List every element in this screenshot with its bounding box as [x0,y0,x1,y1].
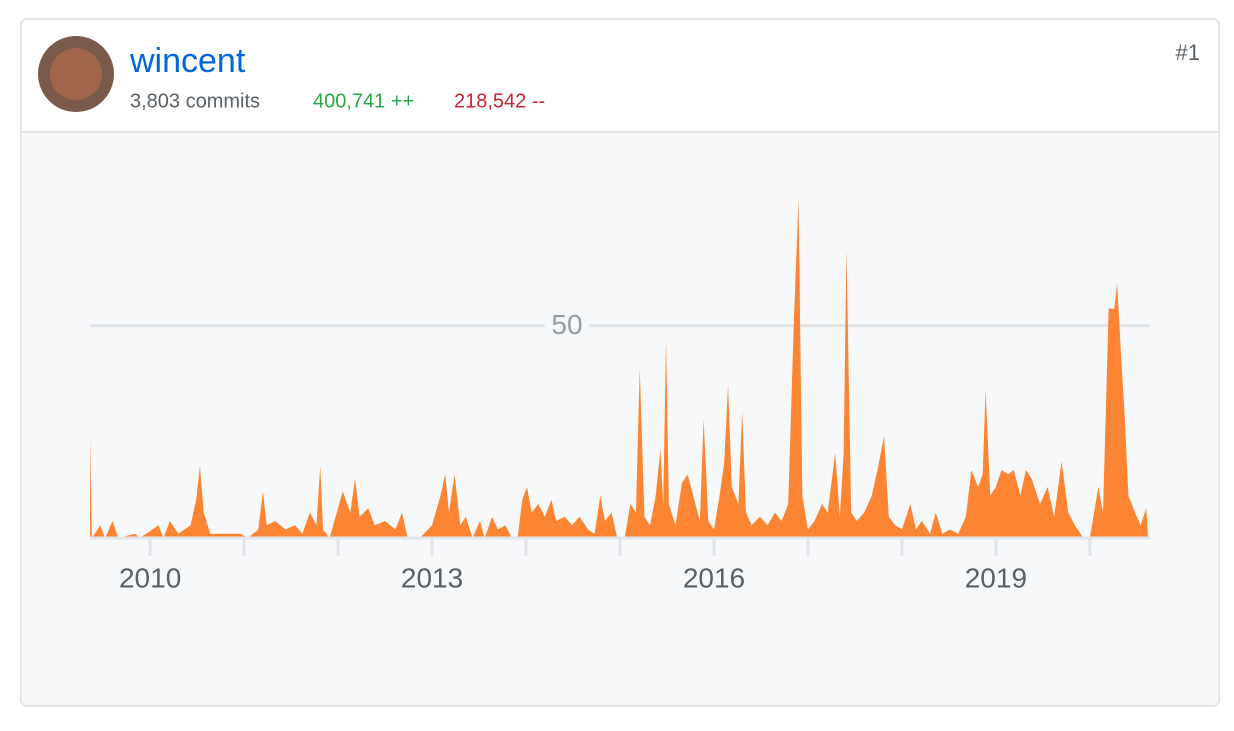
commit-count: 3,803 commits [130,90,260,112]
x-tick-label: 2013 [401,562,463,593]
x-tick-label: 2019 [965,562,1027,593]
avatar-detail [50,48,102,100]
user-name[interactable]: wincent [129,42,246,80]
deletions: 218,542 -- [454,90,545,112]
x-tick-label: 2016 [683,562,745,593]
rank: #1 [1176,40,1200,65]
card-header [22,20,1218,132]
area [90,198,1149,538]
additions: 400,741 ++ [313,90,414,112]
x-tick-label: 2010 [119,562,181,593]
y-label-bg [545,309,589,342]
y-tick-label: 50 [551,309,582,340]
